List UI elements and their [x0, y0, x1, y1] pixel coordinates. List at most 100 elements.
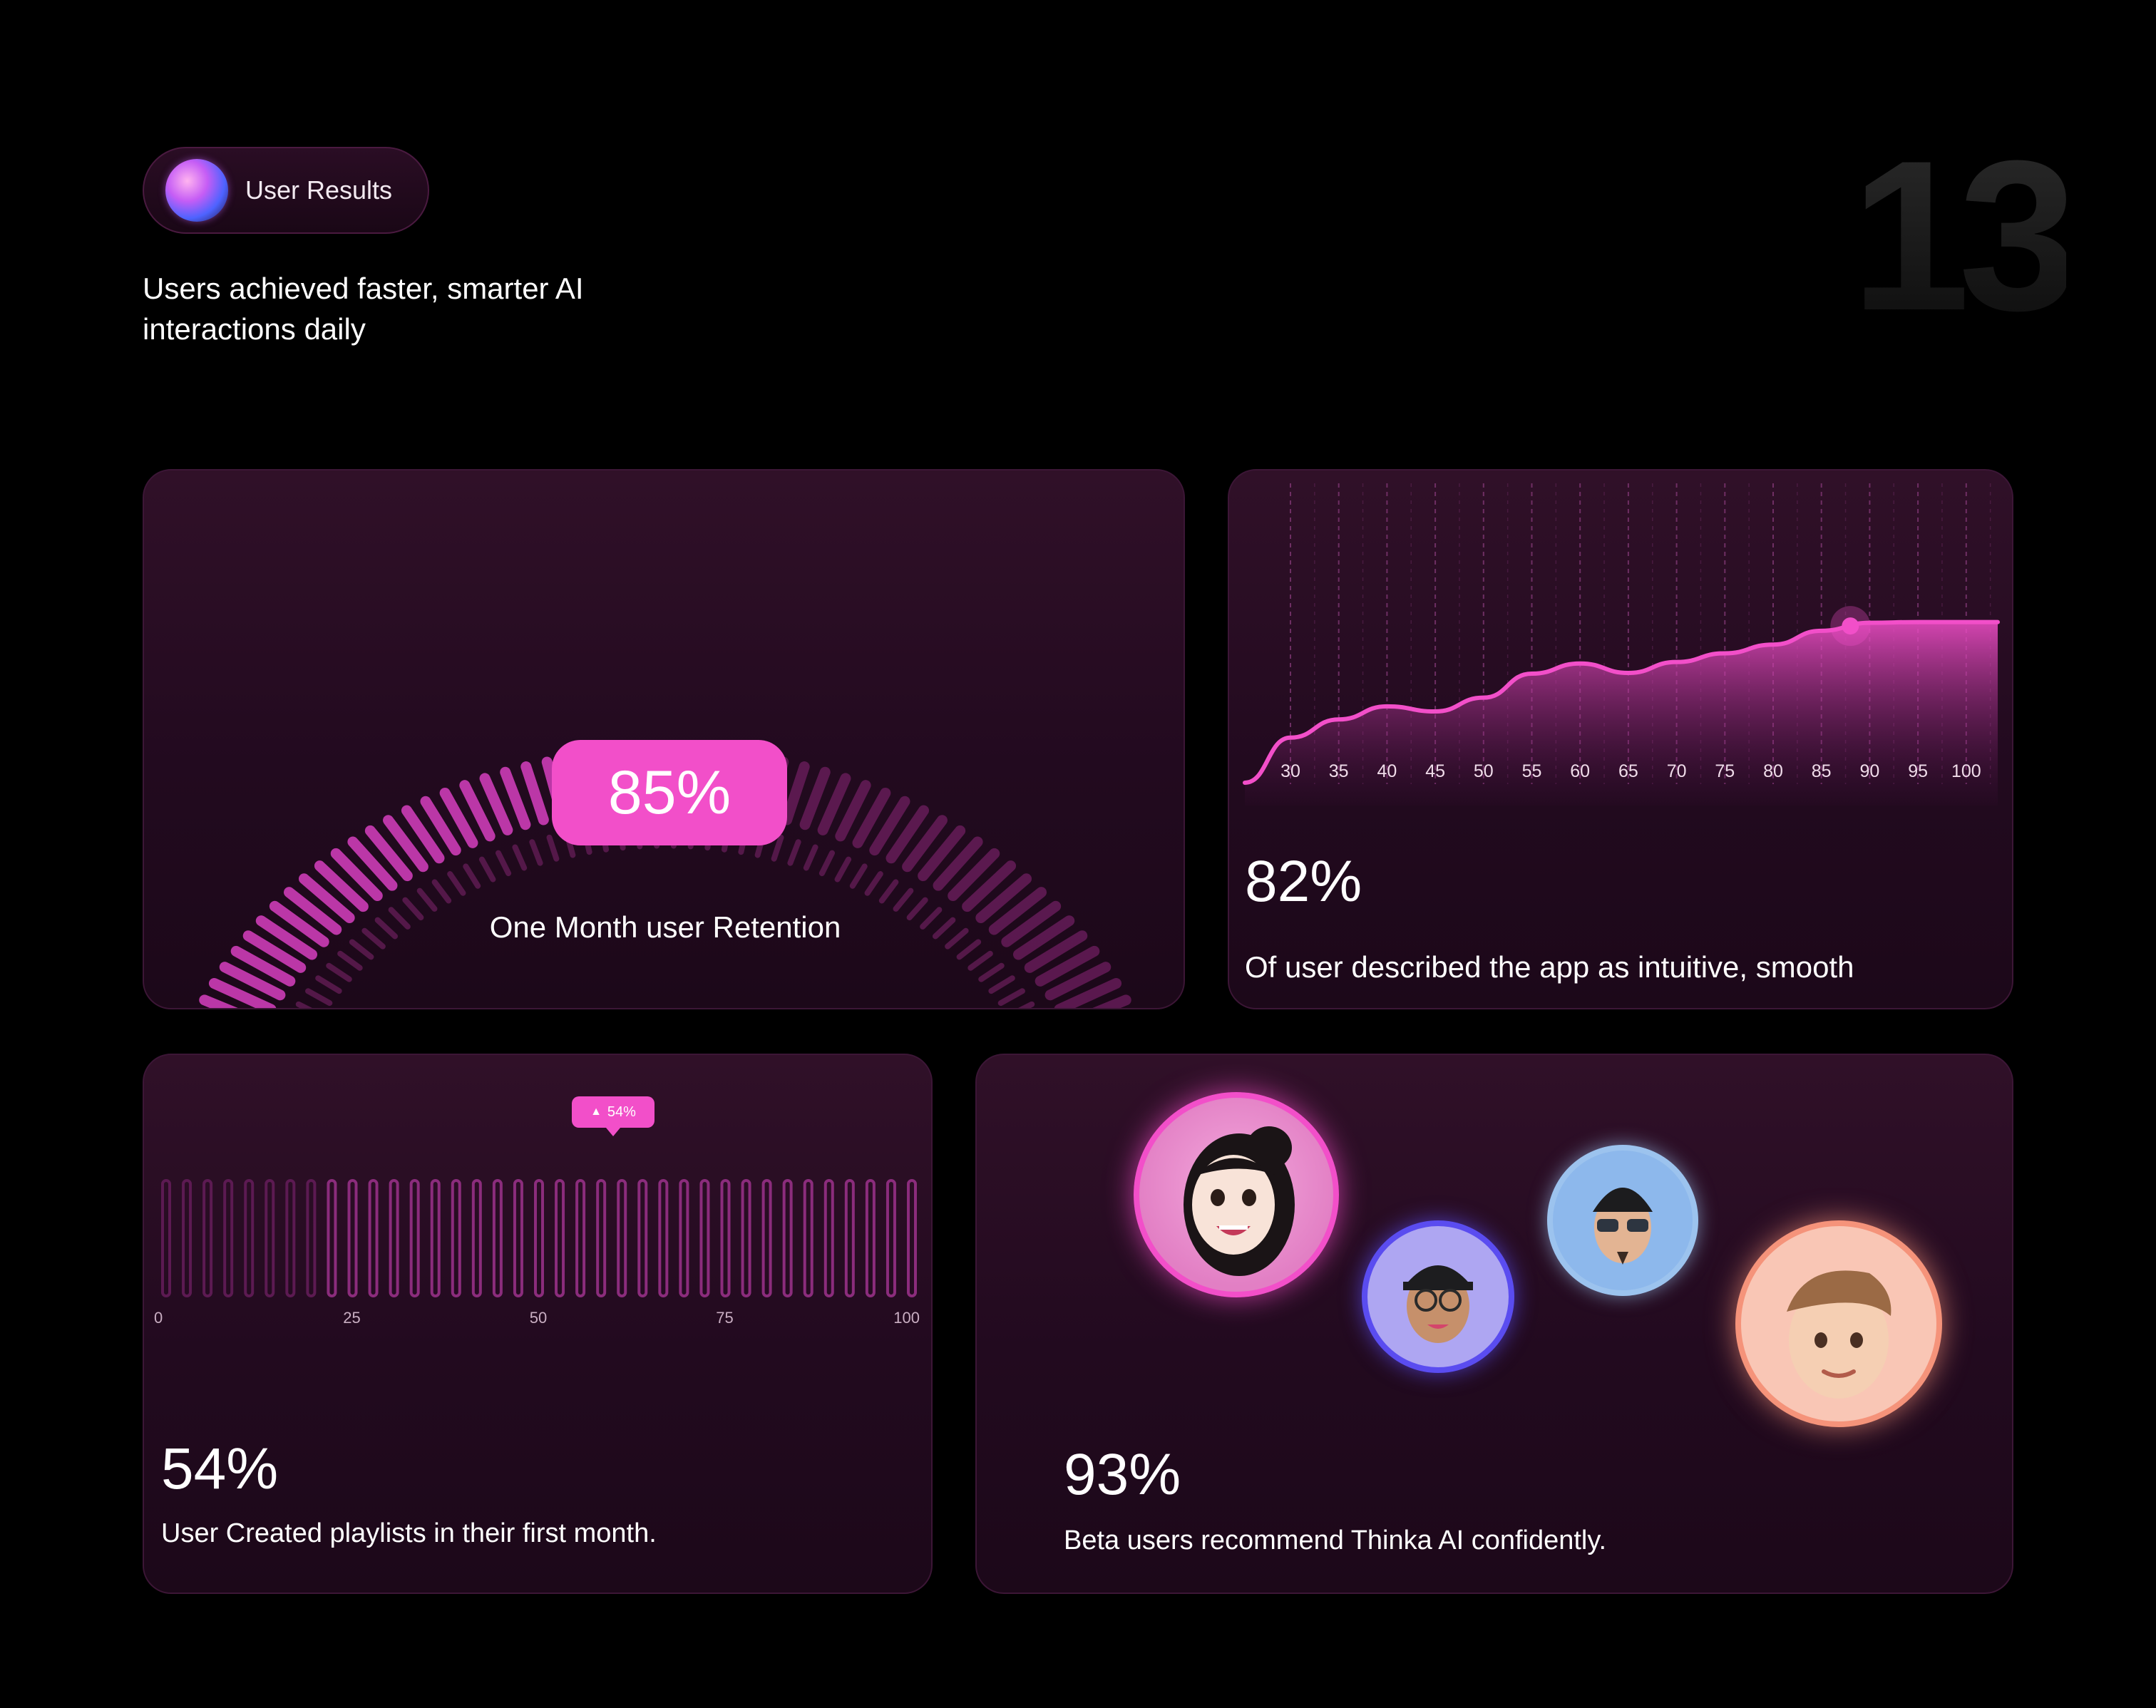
intuitive-card: 30 35 40 45 50 55 60 65 70 75 80 85 90 95 100 82% Of u…: [1228, 469, 2013, 1009]
gauge-tick-outer: [383, 815, 428, 873]
avatar-man-beanie: [1547, 1145, 1698, 1296]
gauge-tick-outer: [500, 766, 531, 830]
gauge-tick-outer: [255, 915, 318, 960]
bar: [347, 1179, 358, 1297]
memoji-woman-icon: [1184, 1126, 1295, 1276]
playlists-value: 54%: [161, 1436, 279, 1501]
bar-axis-label: 100: [893, 1309, 920, 1327]
gauge-tick-outer: [835, 780, 871, 842]
playlists-caption: User Created playlists in their first mo…: [161, 1518, 657, 1548]
x-tick-label: 90: [1859, 761, 1879, 781]
subtitle-line-1: Users achieved faster, smarter AI: [143, 272, 584, 305]
bar: [161, 1179, 171, 1297]
gauge-tick-inner: [787, 839, 801, 866]
gauge-tick-inner: [906, 897, 928, 921]
gauge-tick-inner: [932, 917, 956, 940]
bar-axis-label: 0: [154, 1309, 163, 1327]
x-tick-label: 40: [1377, 761, 1397, 781]
bar: [182, 1179, 192, 1297]
gauge-tick-outer: [885, 805, 930, 864]
x-tick-label: 70: [1667, 761, 1687, 781]
gauge-tick-outer: [1092, 994, 1131, 1008]
gauge-tick-outer: [948, 848, 1000, 902]
gauge-tick-outer: [520, 761, 549, 825]
gauge-tick-outer: [1001, 900, 1062, 947]
bar: [244, 1179, 255, 1297]
gauge-tick-inner: [463, 863, 481, 889]
bar: [451, 1179, 461, 1297]
bar: [803, 1179, 813, 1297]
gauge-tick-inner: [978, 962, 1005, 982]
gauge-tick-outer: [208, 978, 277, 1008]
bar: [471, 1179, 482, 1297]
gauge-tick-outer: [1044, 962, 1112, 1001]
bar: [409, 1179, 420, 1297]
user-results-pill: User Results: [143, 147, 429, 234]
gauge-tick-outer: [918, 825, 966, 882]
avatar-man-hair: [1735, 1220, 1942, 1427]
bar: [285, 1179, 296, 1297]
x-tick-label: 100: [1951, 761, 1981, 781]
bar: [741, 1179, 751, 1297]
gauge-tick-outer: [242, 930, 307, 973]
bar-axis-label: 25: [343, 1309, 360, 1327]
gauge-tick-outer: [364, 825, 413, 882]
x-tick-label: 60: [1570, 761, 1590, 781]
bar: [823, 1179, 834, 1297]
gauge-tick-outer: [933, 836, 983, 891]
gauge-tick-inner: [546, 834, 560, 862]
gauge-tick-inner: [893, 888, 914, 912]
bar: [306, 1179, 317, 1297]
gauge-tick-outer: [781, 761, 810, 825]
gauge-tick-inner: [771, 834, 784, 862]
memoji-man-cap-icon: [1403, 1265, 1473, 1343]
bar: [265, 1179, 275, 1297]
recommend-value: 93%: [1064, 1442, 1181, 1507]
retention-value-badge: 85%: [552, 740, 787, 845]
gauge-tick-inner: [315, 975, 342, 994]
gauge-tick-outer: [1024, 930, 1088, 973]
gauge-tick-inner: [849, 863, 868, 889]
bar: [699, 1179, 710, 1297]
subtitle-line-2: interactions daily: [143, 312, 366, 346]
gauge-tick-inner: [416, 888, 438, 912]
gauge-tick-inner: [834, 856, 852, 883]
x-tick-label: 30: [1280, 761, 1300, 781]
bar: [885, 1179, 896, 1297]
bar: [389, 1179, 399, 1297]
gauge-tick-inner: [967, 950, 993, 971]
x-tick-label: 35: [1329, 761, 1349, 781]
bar: [865, 1179, 876, 1297]
intuitive-caption: Of user described the app as intuitive, …: [1245, 950, 1854, 984]
gauge-tick-outer: [401, 805, 445, 864]
gauge-tick-inner: [512, 844, 528, 871]
bar: [430, 1179, 441, 1297]
intuitive-value: 82%: [1245, 849, 1362, 914]
x-tick-label: 75: [1715, 761, 1735, 781]
gauge-tick-outer: [439, 787, 478, 848]
retention-caption: One Month user Retention: [489, 910, 841, 944]
gauge-tick-inner: [326, 962, 352, 982]
gauge-tick-outer: [330, 848, 383, 902]
gauge-tick-inner: [878, 879, 899, 904]
bar: [637, 1179, 648, 1297]
gauge-tick-inner: [495, 850, 512, 877]
bar: [907, 1179, 917, 1297]
gauge-tick-inner: [374, 917, 399, 940]
gauge-tick-inner: [864, 871, 883, 896]
gauge-tick-outer: [852, 787, 891, 848]
bar: [492, 1179, 503, 1297]
x-tick-label: 50: [1474, 761, 1494, 781]
gauge-tick-outer: [269, 900, 329, 947]
bar: [327, 1179, 337, 1297]
gauge-tick-inner: [431, 879, 452, 904]
gauge-tick-outer: [479, 773, 513, 835]
bar-axis-label: 75: [716, 1309, 733, 1327]
x-tick-label: 55: [1522, 761, 1542, 781]
gauge-tick-inner: [945, 927, 969, 950]
gauge-tick-inner: [337, 950, 363, 971]
area-line: [1243, 619, 2000, 785]
gauge-tick-inner: [920, 907, 943, 930]
section-subtitle: Users achieved faster, smarter AI intera…: [143, 268, 684, 349]
x-tick-label: 95: [1908, 761, 1928, 781]
